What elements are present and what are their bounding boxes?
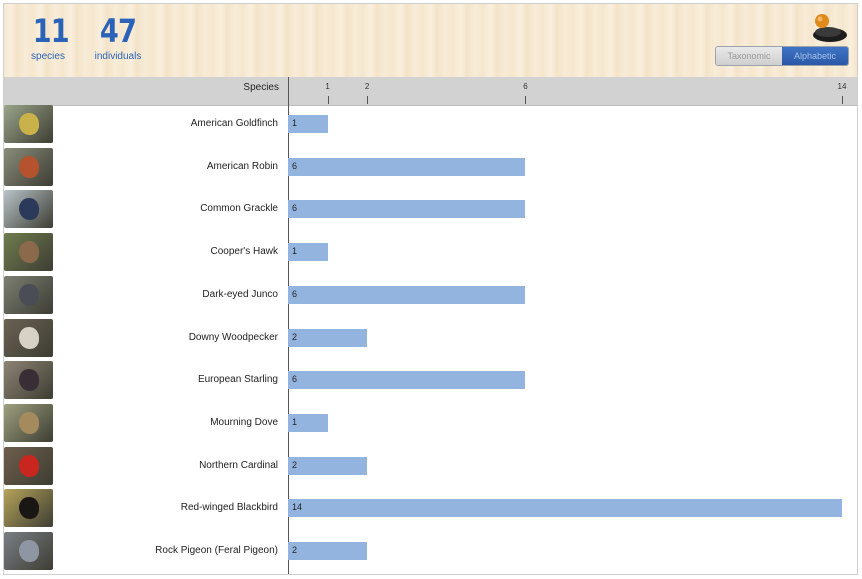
species-name: Northern Cardinal bbox=[199, 459, 278, 471]
axis-tick-label: 1 bbox=[325, 82, 330, 91]
chart-axis-line bbox=[288, 77, 289, 574]
species-row[interactable]: European Starling 6 bbox=[4, 361, 857, 401]
species-name: Cooper's Hawk bbox=[210, 246, 279, 258]
species-row[interactable]: Dark-eyed Junco 6 bbox=[4, 275, 857, 316]
bird-silhouette-icon bbox=[19, 326, 39, 349]
count-label: 6 bbox=[292, 374, 298, 385]
count-label: 2 bbox=[292, 459, 298, 470]
species-photo bbox=[4, 190, 53, 229]
bird-silhouette-icon bbox=[19, 241, 39, 264]
species-name: Red-winged Blackbird bbox=[180, 502, 278, 514]
species-photo bbox=[4, 275, 53, 314]
count-bar: 2 bbox=[288, 456, 368, 475]
axis-tick-label: 2 bbox=[364, 82, 370, 91]
count-label: 6 bbox=[292, 288, 298, 299]
species-row[interactable]: American Robin 6 bbox=[4, 147, 857, 188]
bird-silhouette-icon bbox=[19, 454, 39, 477]
app-frame: 11 species 47 individuals Taxonomic Alph… bbox=[3, 3, 858, 575]
species-photo bbox=[4, 318, 53, 357]
species-row[interactable]: Downy Woodpecker 2 bbox=[4, 318, 857, 359]
count-label: 1 bbox=[292, 246, 298, 257]
individuals-count: 47 bbox=[99, 12, 137, 50]
summary-header: 11 species 47 individuals Taxonomic Alph… bbox=[4, 4, 857, 78]
alphabetic-sort-button[interactable]: Alphabetic bbox=[782, 47, 848, 65]
bird-silhouette-icon bbox=[19, 540, 39, 562]
axis-tick bbox=[367, 96, 369, 104]
species-name: American Goldfinch bbox=[190, 118, 278, 129]
species-name: Common Grackle bbox=[200, 203, 278, 215]
species-count: 11 bbox=[32, 12, 70, 50]
count-bar: 1 bbox=[288, 413, 328, 432]
species-name: Downy Woodpecker bbox=[188, 331, 278, 343]
axis-tick bbox=[842, 96, 843, 104]
count-label: 2 bbox=[292, 545, 298, 555]
count-label: 1 bbox=[292, 118, 298, 128]
species-name: Rock Pigeon (Feral Pigeon) bbox=[155, 545, 278, 556]
bird-silhouette-icon bbox=[19, 198, 39, 221]
species-name: American Robin bbox=[206, 160, 278, 172]
species-row[interactable]: Northern Cardinal 2 bbox=[4, 446, 857, 487]
species-row[interactable]: American Goldfinch 1 bbox=[4, 105, 857, 145]
species-row[interactable]: Rock Pigeon (Feral Pigeon) 2 bbox=[4, 532, 857, 572]
species-name: Dark-eyed Junco bbox=[202, 288, 278, 300]
count-label: 2 bbox=[292, 331, 298, 342]
sort-toggle: Taxonomic Alphabetic bbox=[715, 46, 849, 66]
bird-silhouette-icon bbox=[19, 283, 39, 306]
species-row[interactable]: Mourning Dove 1 bbox=[4, 403, 857, 444]
species-column-header: Species bbox=[243, 82, 279, 93]
species-photo bbox=[4, 147, 53, 186]
species-photo bbox=[4, 489, 53, 528]
species-name: Mourning Dove bbox=[210, 416, 278, 428]
species-row[interactable]: Cooper's Hawk 1 bbox=[4, 233, 857, 273]
species-label: species bbox=[31, 51, 65, 62]
count-bar: 1 bbox=[288, 115, 328, 133]
bird-silhouette-icon bbox=[19, 113, 39, 135]
count-bar: 2 bbox=[288, 542, 368, 560]
bird-silhouette-icon bbox=[19, 369, 39, 392]
individuals-label: individuals bbox=[94, 51, 142, 62]
species-photo bbox=[4, 233, 53, 272]
count-label: 6 bbox=[292, 160, 298, 171]
count-bar: 6 bbox=[288, 200, 526, 219]
species-photo bbox=[4, 403, 53, 442]
count-label: 14 bbox=[292, 502, 303, 513]
count-label: 1 bbox=[292, 416, 298, 427]
axis-tick-label: 6 bbox=[523, 82, 528, 91]
axis-tick bbox=[327, 96, 329, 104]
count-bar: 2 bbox=[288, 328, 368, 347]
species-photo bbox=[4, 446, 53, 485]
count-bar: 6 bbox=[288, 371, 526, 390]
count-bar: 6 bbox=[288, 157, 526, 176]
bird-silhouette-icon bbox=[19, 155, 39, 178]
axis-tick-label: 14 bbox=[837, 82, 847, 91]
species-photo bbox=[4, 105, 53, 143]
individuals-stat: 47 individuals bbox=[93, 12, 143, 63]
species-row[interactable]: Common Grackle 6 bbox=[4, 190, 857, 230]
bird-silhouette-icon bbox=[19, 497, 39, 520]
species-photo bbox=[4, 361, 53, 400]
species-row[interactable]: Red-winged Blackbird 14 bbox=[4, 489, 857, 529]
taxonomic-sort-button[interactable]: Taxonomic bbox=[716, 47, 782, 65]
count-bar: 14 bbox=[288, 499, 842, 518]
bird-silhouette-icon bbox=[19, 411, 39, 434]
axis-tick bbox=[525, 96, 527, 104]
axis-header: Species 1 2 6 14 bbox=[4, 77, 857, 106]
count-label: 6 bbox=[292, 203, 298, 214]
species-stat: 11 species bbox=[30, 12, 70, 63]
species-name: European Starling bbox=[197, 374, 278, 386]
count-bar: 1 bbox=[288, 243, 328, 262]
bird-logo-icon bbox=[813, 14, 847, 42]
count-bar: 6 bbox=[288, 285, 526, 304]
species-photo bbox=[4, 532, 53, 570]
